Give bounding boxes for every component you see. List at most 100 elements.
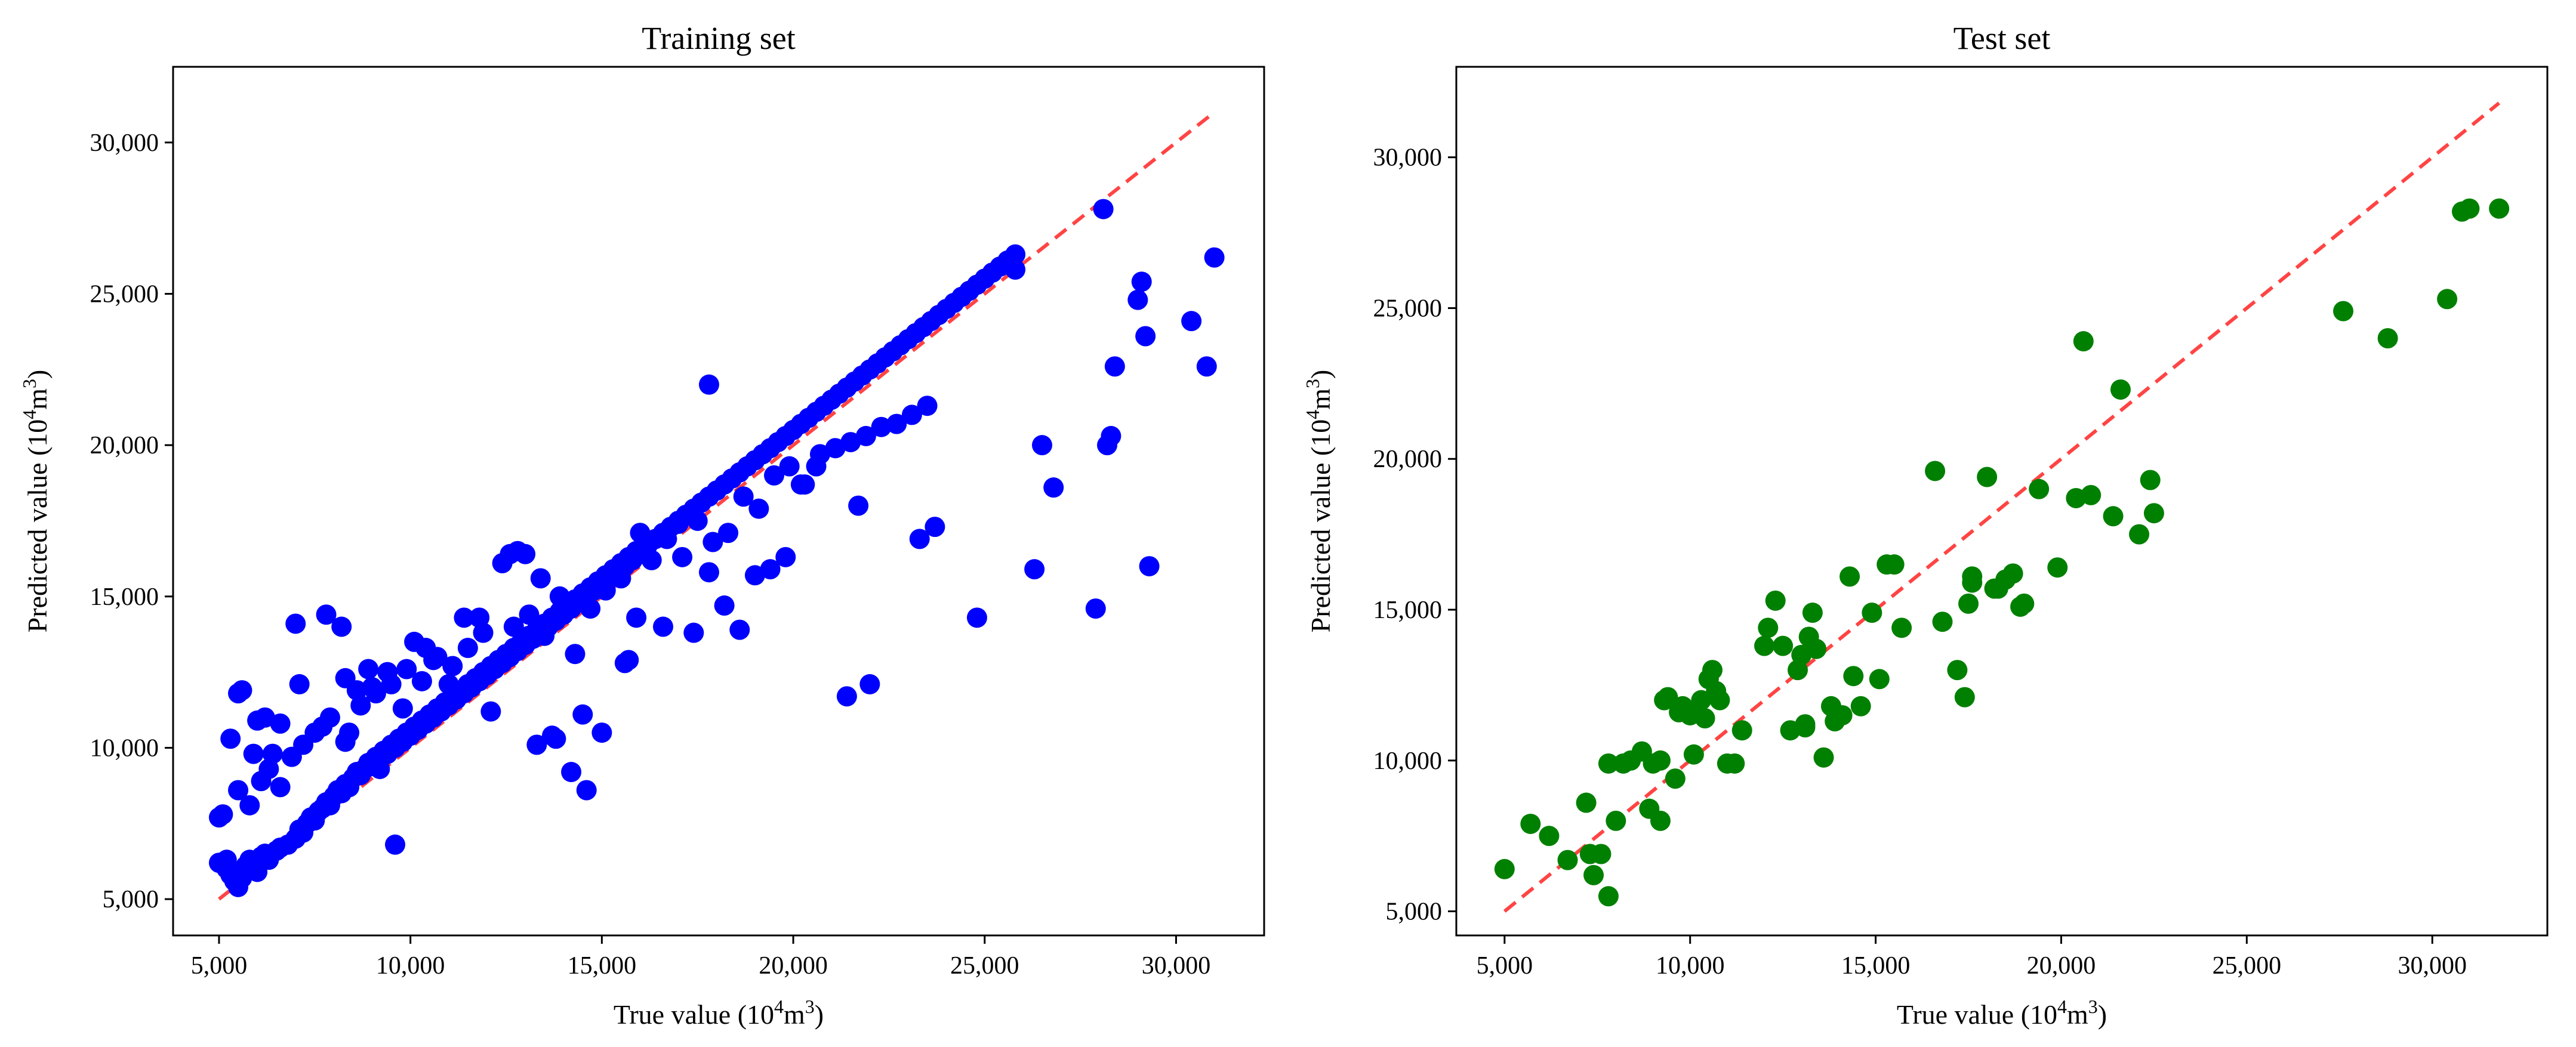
data-point	[438, 674, 459, 694]
data-point	[652, 616, 673, 637]
data-point	[1850, 696, 1871, 716]
data-point	[2140, 470, 2161, 490]
y-tick-label: 5,000	[103, 886, 159, 913]
data-point	[698, 562, 719, 583]
data-point	[1758, 617, 1779, 638]
data-point	[1802, 603, 1823, 623]
y-tick-label: 5,000	[1386, 898, 1443, 926]
data-point	[1031, 435, 1052, 456]
data-point	[1884, 554, 1905, 575]
data-point	[611, 568, 631, 589]
data-point	[442, 656, 463, 677]
data-point	[630, 523, 651, 543]
data-point	[641, 549, 662, 570]
training-set-panel: Training set 5,000 10,000 15,000 20,000 25,00…	[19, 20, 1265, 1030]
data-point	[1947, 660, 1968, 681]
data-point	[1765, 590, 1786, 611]
data-point	[1932, 611, 1953, 632]
data-point	[1773, 635, 1794, 656]
data-point	[966, 607, 987, 628]
data-point	[1650, 810, 1671, 831]
data-point	[2110, 379, 2131, 400]
data-point	[270, 713, 291, 734]
data-point	[668, 514, 689, 535]
data-point	[1539, 826, 1560, 847]
data-point	[1731, 720, 1752, 741]
data-point	[1958, 593, 1979, 614]
data-point	[1104, 356, 1125, 377]
data-point	[488, 650, 509, 671]
data-point	[1598, 886, 1619, 907]
x-axis-title: True value (104m3)	[614, 996, 824, 1030]
data-point	[2014, 593, 2035, 614]
data-point	[500, 543, 520, 564]
data-point	[2459, 198, 2480, 219]
data-point	[1650, 750, 1671, 771]
data-point	[519, 604, 540, 625]
data-point	[1005, 259, 1026, 280]
data-point	[515, 543, 536, 564]
data-point	[748, 498, 769, 519]
data-point	[2333, 301, 2354, 322]
data-point	[1795, 714, 1816, 735]
data-point	[917, 396, 938, 416]
data-point	[526, 734, 547, 755]
x-tick-label: 30,000	[2398, 952, 2467, 980]
data-point	[1557, 850, 1578, 870]
data-point	[549, 586, 570, 607]
data-point	[1825, 711, 1845, 732]
data-point	[404, 631, 425, 652]
data-point	[1127, 289, 1148, 310]
data-point	[672, 546, 693, 567]
data-point	[855, 425, 876, 446]
plot-frame	[172, 66, 1265, 937]
data-point	[790, 474, 811, 495]
data-point	[572, 704, 593, 725]
data-point	[925, 517, 945, 538]
data-point	[1005, 244, 1026, 265]
data-point	[744, 565, 765, 586]
data-point	[331, 616, 352, 637]
data-point	[1954, 687, 1975, 708]
data-point	[239, 795, 260, 816]
data-point	[377, 662, 398, 682]
data-point	[909, 529, 930, 549]
data-point	[385, 834, 406, 855]
data-point	[312, 716, 333, 737]
data-point	[683, 622, 704, 643]
y-tick-label: 15,000	[90, 583, 159, 611]
data-point	[1494, 858, 1515, 879]
data-point	[1843, 666, 1864, 687]
data-point	[285, 613, 306, 634]
data-point	[1101, 425, 1121, 446]
data-point	[243, 743, 264, 764]
data-point	[541, 725, 562, 746]
data-point	[886, 413, 907, 434]
reference-line	[1503, 101, 2501, 913]
data-point	[1869, 669, 1890, 690]
data-point	[2437, 289, 2458, 310]
data-point	[228, 780, 249, 801]
data-point	[530, 568, 551, 589]
data-point	[2129, 524, 2150, 545]
data-point	[1591, 844, 1611, 864]
data-point	[1813, 747, 1834, 768]
data-point	[698, 374, 719, 395]
x-tick-label: 15,000	[1841, 952, 1911, 980]
data-point	[729, 619, 750, 640]
data-point	[2377, 328, 2398, 348]
data-point	[1691, 690, 1712, 711]
data-point	[1583, 864, 1604, 885]
data-point	[247, 710, 268, 731]
data-point	[2073, 331, 2094, 352]
data-point	[2489, 198, 2510, 219]
data-point	[760, 559, 781, 580]
data-point	[714, 595, 735, 616]
data-point	[565, 644, 586, 665]
data-point	[289, 674, 310, 694]
data-point	[775, 546, 796, 567]
x-tick-label: 25,000	[950, 952, 1019, 980]
data-point	[1806, 638, 1827, 659]
data-point	[871, 416, 892, 437]
